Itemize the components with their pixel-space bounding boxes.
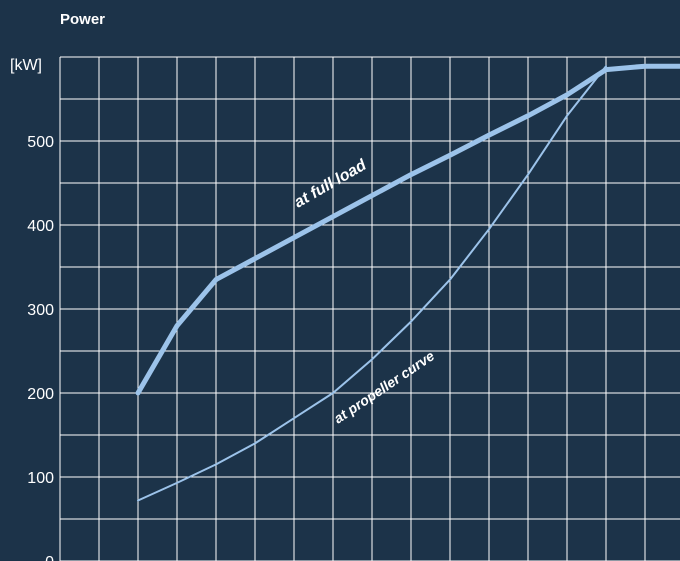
annotation-propeller-curve: at propeller curve <box>331 347 438 426</box>
series-line-full-load <box>135 63 680 396</box>
y-tick-label: 500 <box>27 134 54 151</box>
y-tick-label: 400 <box>27 218 54 235</box>
y-tick-label: 0 <box>45 554 54 561</box>
y-tick-label: 300 <box>27 302 54 319</box>
chart-title: Power <box>60 11 105 28</box>
y-axis-ticks: 0 100 200 300 400 500 <box>27 134 54 561</box>
y-axis-unit-label: [kW] <box>10 57 42 74</box>
grid <box>59 56 680 561</box>
series-line-propeller-curve <box>137 65 607 502</box>
series-lines <box>135 63 680 502</box>
y-tick-label: 100 <box>27 470 54 487</box>
y-tick-label: 200 <box>27 386 54 403</box>
